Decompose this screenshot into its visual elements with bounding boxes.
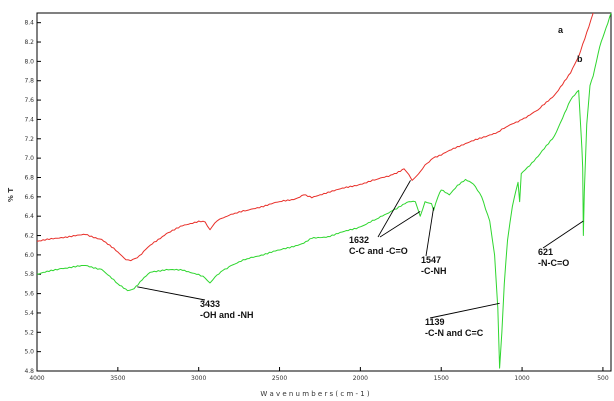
annotation-leader	[429, 302, 500, 319]
x-tick-label: 500	[597, 375, 609, 382]
y-tick-label: 7.8	[24, 78, 34, 85]
y-tick-label: 8.0	[24, 58, 34, 65]
y-tick-label: 8.4	[24, 20, 34, 27]
x-tick-label: 1500	[434, 375, 449, 382]
y-axis-title: % T	[7, 188, 15, 202]
y-tick-label: 8.2	[24, 39, 34, 46]
y-tick-label: 6.6	[24, 194, 34, 201]
y-tick-label: 7.6	[24, 97, 34, 104]
y-tick-label: 7.0	[24, 155, 34, 162]
annotation-label: 1547	[421, 255, 441, 265]
y-tick-label: 6.4	[24, 213, 34, 220]
annotation-leader	[425, 207, 435, 257]
annotation-label: -OH and -NH	[200, 310, 254, 320]
series-line-a	[36, 12, 594, 262]
y-tick-label: 5.0	[24, 349, 34, 356]
y-tick-label: 5.4	[24, 310, 34, 317]
annotation-label: -C-N and C=C	[425, 328, 484, 338]
annotation-label: 3433	[200, 299, 220, 309]
y-tick-label: 7.2	[24, 136, 34, 143]
x-axis-title: W a v e n u m b e r s ( c m - 1 )	[260, 390, 370, 398]
annotation-leader	[379, 210, 421, 238]
annotation-label: 1632	[349, 235, 369, 245]
annotation-label: 1139	[425, 317, 445, 327]
x-axis: 4000 3500 3000 2500 2000 1500 1000 500	[29, 367, 609, 382]
x-tick-label: 4000	[29, 375, 44, 382]
x-tick-label: 2000	[353, 375, 368, 382]
series-layer: ab	[36, 12, 612, 369]
x-tick-label: 3500	[110, 375, 125, 382]
annotation-label: 621	[538, 247, 553, 257]
series-label-b: b	[577, 54, 583, 64]
x-tick-label: 3000	[191, 375, 206, 382]
plot-frame	[36, 12, 612, 372]
y-axis: 4.8 5.0 5.2 5.4 5.6 5.8 6.0 6.2 6.4 6.6 6.8 7.0 7.2 7…	[24, 20, 41, 375]
x-tick-label: 2500	[272, 375, 287, 382]
x-tick-label: 1000	[514, 375, 529, 382]
annotation-label: -N-C=O	[538, 258, 569, 268]
series-label-a: a	[558, 25, 564, 35]
annotation-leader	[542, 220, 584, 249]
y-tick-label: 5.8	[24, 271, 34, 278]
y-tick-label: 6.0	[24, 252, 34, 259]
y-tick-label: 4.8	[24, 368, 34, 375]
annotation-label: -C-NH	[421, 266, 447, 276]
y-tick-label: 6.2	[24, 233, 34, 240]
annotation-leader	[377, 180, 411, 238]
y-tick-label: 6.8	[24, 174, 34, 181]
y-tick-label: 7.4	[24, 116, 34, 123]
y-tick-label: 5.2	[24, 329, 34, 336]
annotation-label: C-C and -C=O	[349, 246, 408, 256]
y-tick-label: 5.6	[24, 291, 34, 298]
annotation-leader	[137, 286, 206, 301]
series-line-b	[36, 12, 612, 369]
